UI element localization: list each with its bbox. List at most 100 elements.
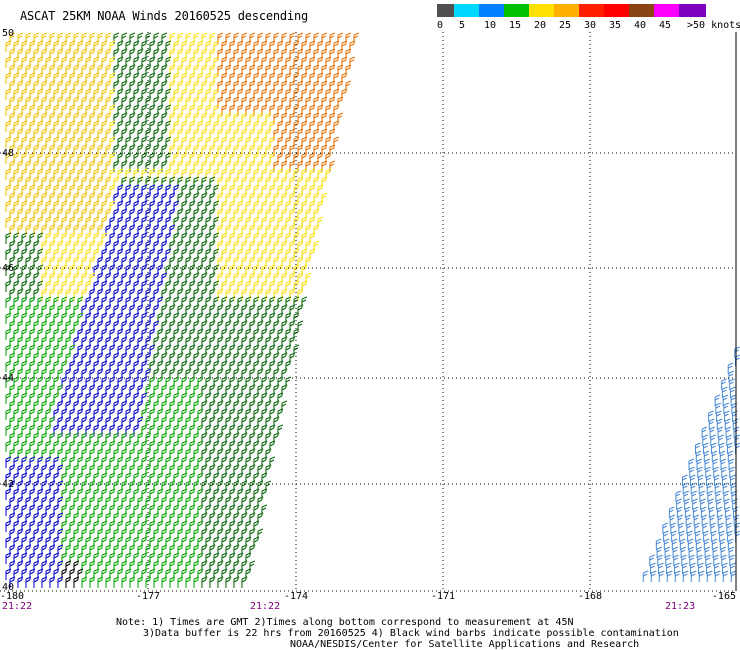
wind-barb — [233, 32, 240, 44]
wind-barb — [341, 72, 348, 84]
wind-barb — [265, 80, 272, 92]
wind-barb — [45, 72, 52, 84]
wind-barb — [97, 64, 104, 76]
wind-barb — [149, 120, 156, 132]
wind-barb — [245, 136, 252, 148]
wind-barb — [325, 40, 332, 52]
longitude-label: -171 — [431, 591, 455, 602]
wind-barb — [5, 72, 12, 84]
wind-barb — [253, 56, 260, 68]
wind-barb — [165, 40, 172, 52]
legend-label: 30 — [584, 20, 596, 31]
wind-barb — [125, 40, 132, 52]
wind-barb — [9, 32, 16, 44]
wind-barb — [261, 104, 268, 116]
wind-barb — [13, 56, 20, 68]
wind-barb — [197, 136, 204, 148]
wind-barb — [261, 40, 268, 52]
wind-barb — [169, 96, 176, 108]
wind-barb — [169, 144, 176, 156]
wind-barb — [141, 40, 148, 52]
wind-barb — [21, 72, 28, 84]
wind-barb — [73, 144, 80, 156]
wind-barb — [245, 104, 252, 116]
wind-barb — [5, 136, 12, 148]
wind-barb — [17, 128, 24, 140]
wind-barb — [201, 64, 208, 76]
wind-barb — [33, 128, 40, 140]
legend-swatch — [529, 4, 554, 17]
wind-barb — [9, 96, 16, 108]
wind-barb — [53, 104, 60, 116]
wind-barb — [181, 120, 188, 132]
wind-barb — [33, 64, 40, 76]
wind-barb — [73, 112, 80, 124]
wind-barb — [257, 96, 264, 108]
time-label: 21:23 — [665, 601, 695, 612]
wind-barb — [37, 88, 44, 100]
wind-barb — [61, 56, 68, 68]
wind-barb — [329, 32, 336, 44]
wind-barb — [117, 56, 124, 68]
legend-label: 20 — [534, 20, 546, 31]
wind-barb — [213, 88, 220, 100]
wind-barb — [37, 56, 44, 68]
wind-barb — [165, 56, 172, 68]
wind-barb — [269, 104, 276, 116]
wind-barb — [9, 144, 16, 156]
wind-barb — [117, 40, 124, 52]
wind-barb — [229, 120, 236, 132]
wind-barb — [181, 104, 188, 116]
wind-barb — [193, 112, 200, 124]
wind-barb — [77, 88, 84, 100]
wind-barb — [698, 570, 705, 582]
wind-barb — [33, 144, 40, 156]
wind-barb — [201, 128, 208, 140]
wind-barb — [17, 144, 24, 156]
legend-label: 35 — [609, 20, 621, 31]
wind-barb — [281, 128, 288, 140]
wind-barb — [241, 32, 248, 44]
legend-swatch — [504, 4, 529, 17]
wind-barb — [193, 32, 200, 44]
wind-barb — [257, 64, 264, 76]
wind-barb — [269, 136, 276, 148]
wind-barb — [281, 48, 288, 60]
wind-barb — [121, 112, 128, 124]
wind-barb — [121, 128, 128, 140]
wind-barb — [113, 32, 120, 44]
wind-barb — [185, 64, 192, 76]
wind-barb — [205, 120, 212, 132]
legend-swatch — [554, 4, 579, 17]
wind-barb — [333, 120, 340, 132]
wind-barb — [682, 570, 689, 582]
wind-barb — [253, 136, 260, 148]
legend-label: 45 — [659, 20, 671, 31]
wind-barb — [213, 120, 220, 132]
wind-barb — [65, 80, 72, 92]
longitude-label: -174 — [284, 591, 308, 602]
wind-barb — [97, 32, 104, 44]
wind-barb — [337, 32, 344, 44]
wind-barb — [161, 48, 168, 60]
latitude-label: 42 — [2, 479, 14, 490]
wind-barb — [101, 136, 108, 148]
wind-barb — [153, 80, 160, 92]
wind-barb — [105, 144, 112, 156]
wind-barb — [65, 144, 72, 156]
wind-barb — [237, 88, 244, 100]
wind-barb — [5, 88, 12, 100]
wind-barb — [229, 88, 236, 100]
wind-barb — [121, 80, 128, 92]
wind-barb — [49, 96, 56, 108]
wind-barb — [205, 56, 212, 68]
wind-barb — [658, 570, 665, 582]
wind-barb — [157, 88, 164, 100]
wind-barb — [706, 570, 713, 582]
wind-barb — [157, 72, 164, 84]
wind-barb — [305, 64, 312, 76]
wind-barb — [197, 104, 204, 116]
wind-barb — [245, 88, 252, 100]
wind-barb — [121, 64, 128, 76]
wind-barb — [89, 80, 96, 92]
